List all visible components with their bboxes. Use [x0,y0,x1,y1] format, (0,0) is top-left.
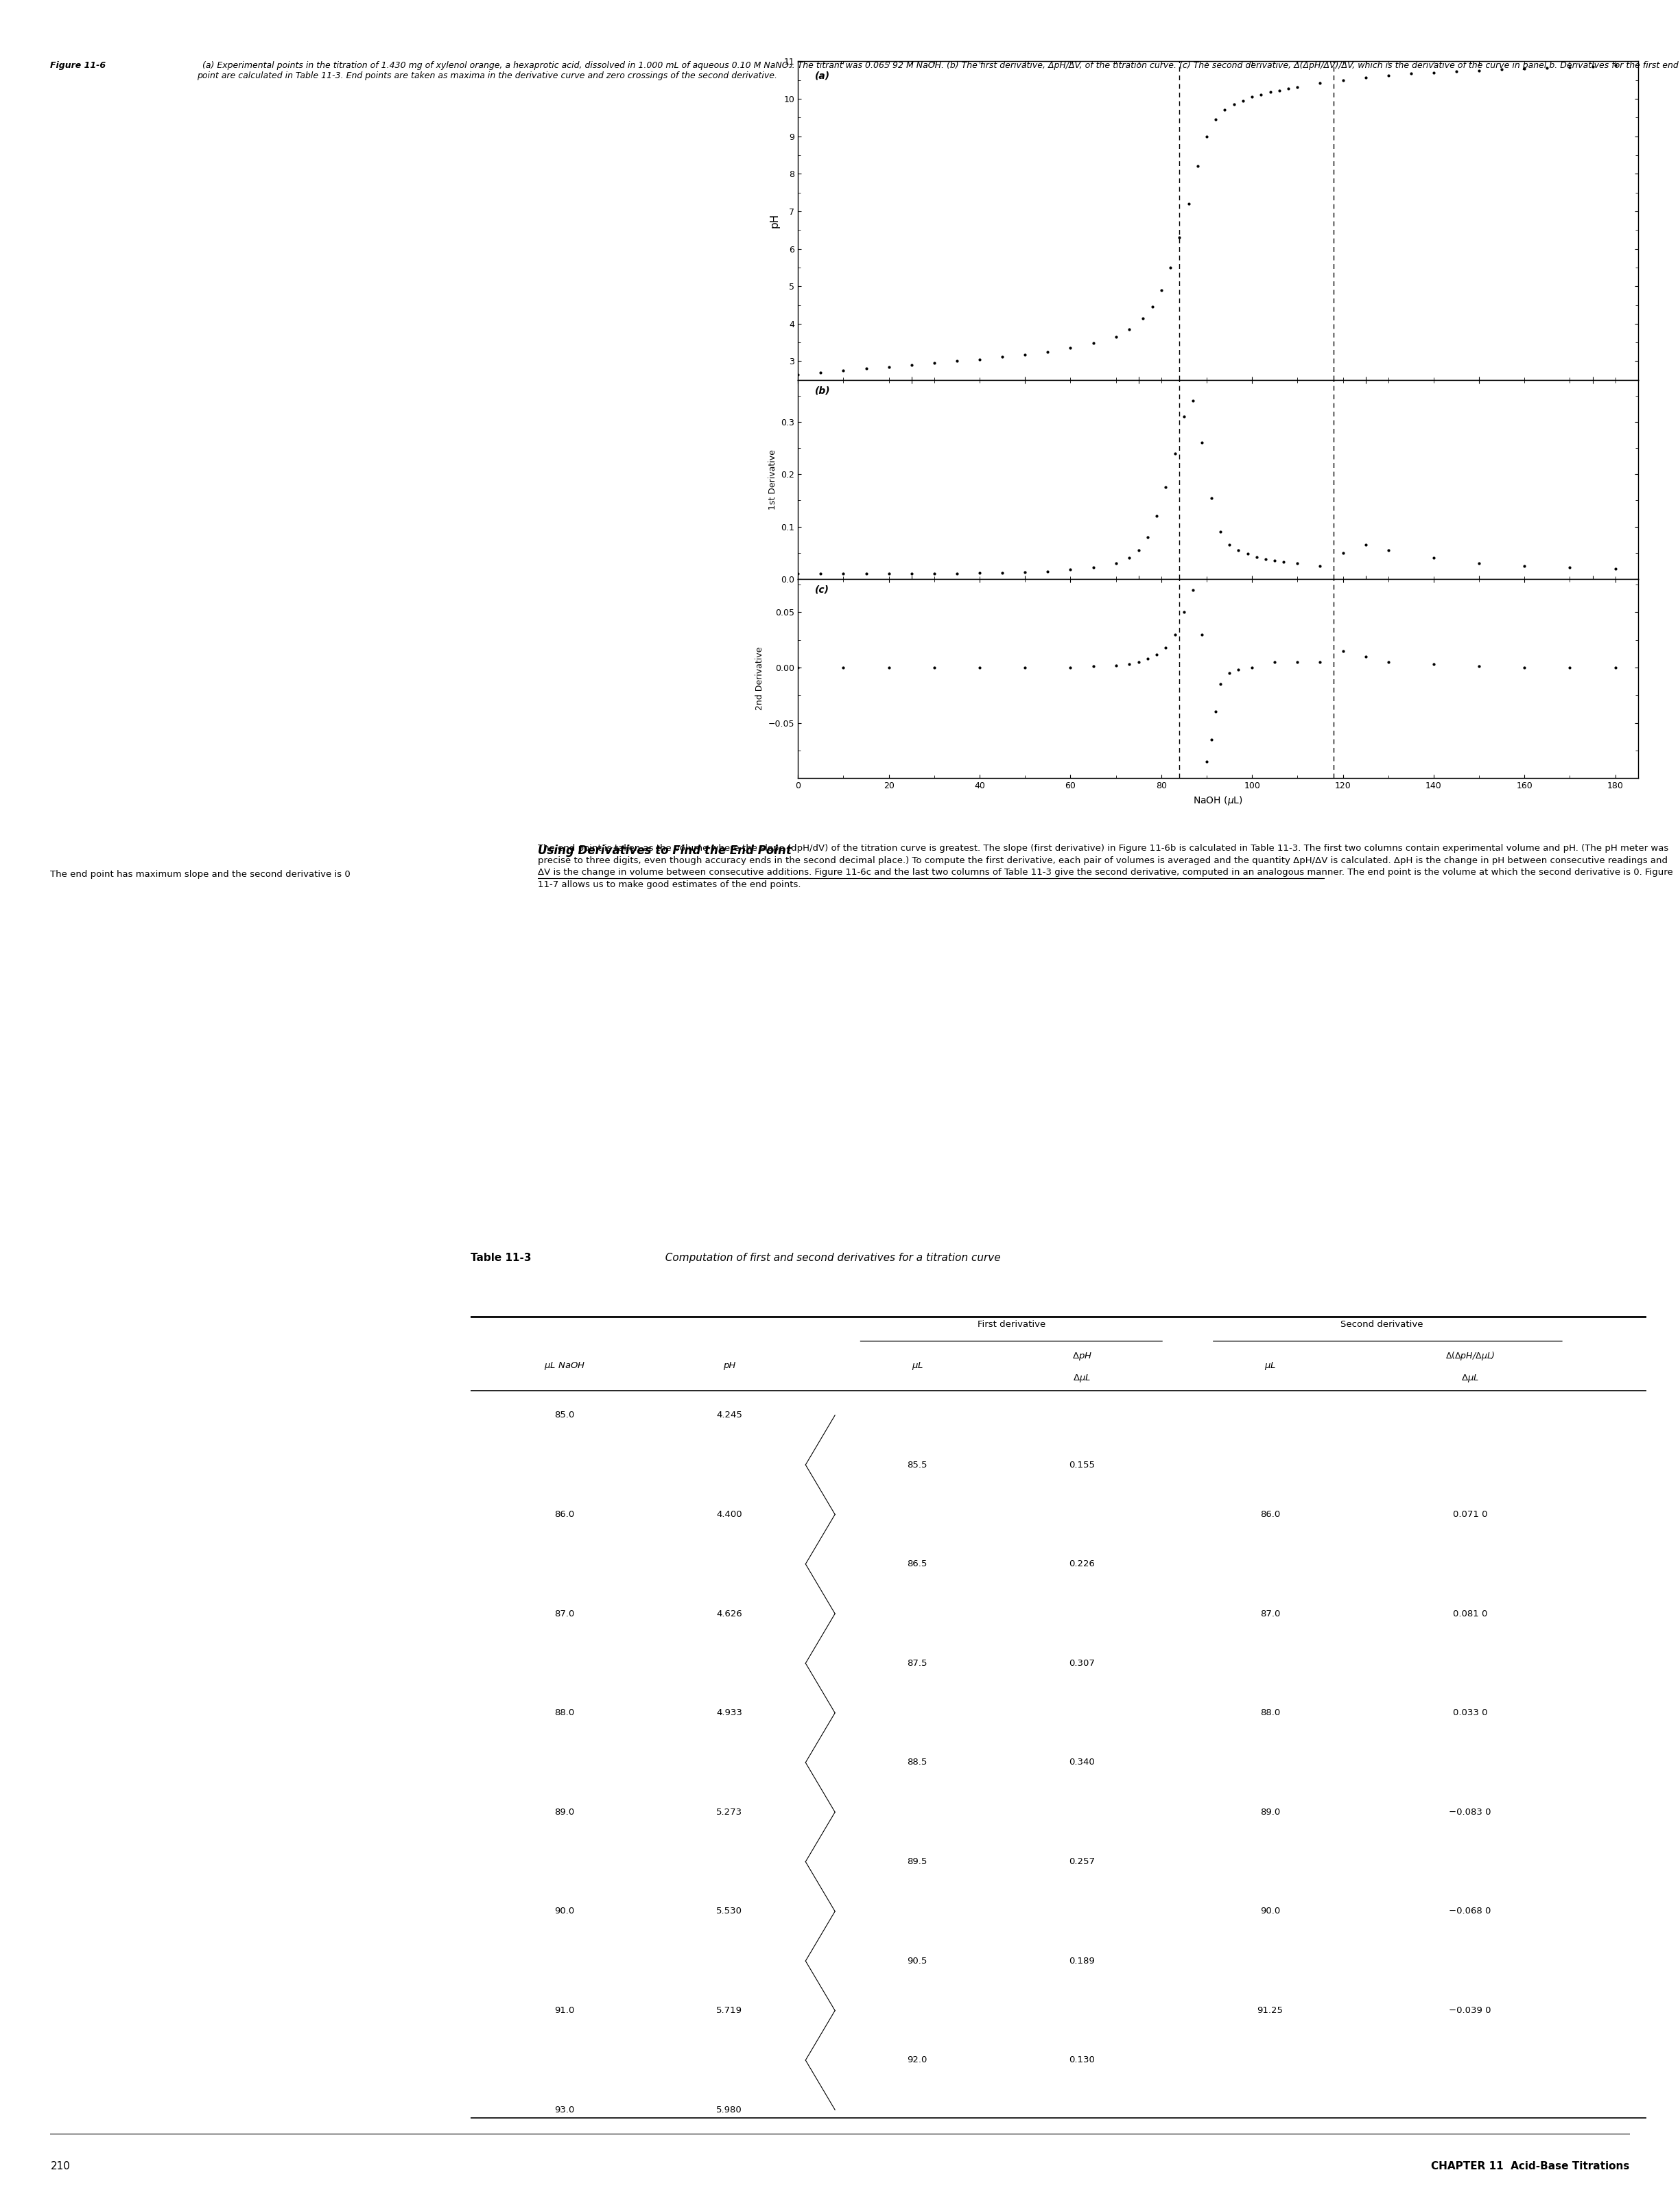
Text: 0.033 0: 0.033 0 [1453,1708,1487,1716]
Text: −0.083 0: −0.083 0 [1448,1808,1492,1817]
Text: pH: pH [722,1361,736,1370]
Text: 0.081 0: 0.081 0 [1453,1609,1487,1618]
Text: $\mu$L: $\mu$L [1263,1361,1277,1372]
Text: 0.189: 0.189 [1068,1957,1095,1966]
X-axis label: NaOH ($\mu$L): NaOH ($\mu$L) [1193,794,1243,807]
Text: Computation of first and second derivatives for a titration curve: Computation of first and second derivati… [659,1254,1001,1263]
Text: 90.0: 90.0 [1260,1907,1280,1916]
Text: $\Delta(\Delta$pH/$\Delta\mu$L): $\Delta(\Delta$pH/$\Delta\mu$L) [1445,1350,1495,1361]
Text: $\Delta\mu$L: $\Delta\mu$L [1462,1372,1478,1383]
Text: 0.257: 0.257 [1068,1857,1095,1865]
Text: 85.0: 85.0 [554,1412,575,1420]
Text: $\mu$L: $\mu$L [911,1361,924,1372]
Text: 5.273: 5.273 [716,1808,743,1817]
Text: 85.5: 85.5 [907,1460,927,1469]
Text: 89.5: 89.5 [907,1857,927,1865]
Text: 89.0: 89.0 [554,1808,575,1817]
Text: 88.5: 88.5 [907,1758,927,1767]
Text: 86.0: 86.0 [1260,1510,1280,1519]
Text: First derivative: First derivative [978,1320,1045,1328]
Text: The end point has maximum slope and the second derivative is 0: The end point has maximum slope and the … [50,870,351,879]
Y-axis label: 1st Derivative: 1st Derivative [768,449,778,511]
Text: 88.0: 88.0 [1260,1708,1280,1716]
Text: 92.0: 92.0 [907,2056,927,2065]
Text: 5.980: 5.980 [716,2104,743,2115]
Text: Figure 11-6: Figure 11-6 [50,61,106,70]
Text: $\mu$L NaOH: $\mu$L NaOH [544,1361,585,1372]
Text: −0.068 0: −0.068 0 [1448,1907,1492,1916]
Text: 87.0: 87.0 [1260,1609,1280,1618]
Text: 5.719: 5.719 [716,2006,743,2014]
Y-axis label: pH: pH [769,213,780,228]
Text: Table 11-3: Table 11-3 [470,1254,531,1263]
Text: $\Delta$pH: $\Delta$pH [1072,1350,1092,1361]
Text: 5.530: 5.530 [716,1907,743,1916]
Text: 90.5: 90.5 [907,1957,927,1966]
Text: 0.226: 0.226 [1068,1559,1095,1569]
Text: 4.400: 4.400 [716,1510,743,1519]
Text: 86.5: 86.5 [907,1559,927,1569]
Text: 4.626: 4.626 [716,1609,743,1618]
Text: 4.245: 4.245 [716,1412,743,1420]
Text: 90.0: 90.0 [554,1907,575,1916]
Text: 86.0: 86.0 [554,1510,575,1519]
Text: 91.25: 91.25 [1257,2006,1284,2014]
Text: 88.0: 88.0 [554,1708,575,1716]
Text: 0.155: 0.155 [1068,1460,1095,1469]
Text: 0.307: 0.307 [1068,1659,1095,1668]
Text: (b): (b) [815,386,830,395]
Text: 0.071 0: 0.071 0 [1453,1510,1487,1519]
Text: 87.0: 87.0 [554,1609,575,1618]
Text: 91.0: 91.0 [554,2006,575,2014]
Text: The end point is taken as the volume where the slope (dpH/dV) of the titration c: The end point is taken as the volume whe… [538,844,1673,890]
Text: Second derivative: Second derivative [1341,1320,1423,1328]
Text: 0.340: 0.340 [1068,1758,1095,1767]
Text: (c): (c) [815,585,830,594]
Text: 89.0: 89.0 [1260,1808,1280,1817]
Text: (a) Experimental points in the titration of 1.430 mg of xylenol orange, a hexapr: (a) Experimental points in the titration… [197,61,1678,81]
Y-axis label: 2nd Derivative: 2nd Derivative [756,647,764,710]
Text: 0.130: 0.130 [1068,2056,1095,2065]
Text: −0.039 0: −0.039 0 [1448,2006,1492,2014]
Text: 4.933: 4.933 [716,1708,743,1716]
Text: 93.0: 93.0 [554,2104,575,2115]
Text: Using Derivatives to Find the End Point: Using Derivatives to Find the End Point [538,844,791,857]
Text: (a): (a) [815,70,830,81]
Text: 87.5: 87.5 [907,1659,927,1668]
Text: CHAPTER 11  Acid-Base Titrations: CHAPTER 11 Acid-Base Titrations [1431,2161,1630,2172]
Text: $\Delta\mu$L: $\Delta\mu$L [1074,1372,1090,1383]
Text: 210: 210 [50,2161,71,2172]
